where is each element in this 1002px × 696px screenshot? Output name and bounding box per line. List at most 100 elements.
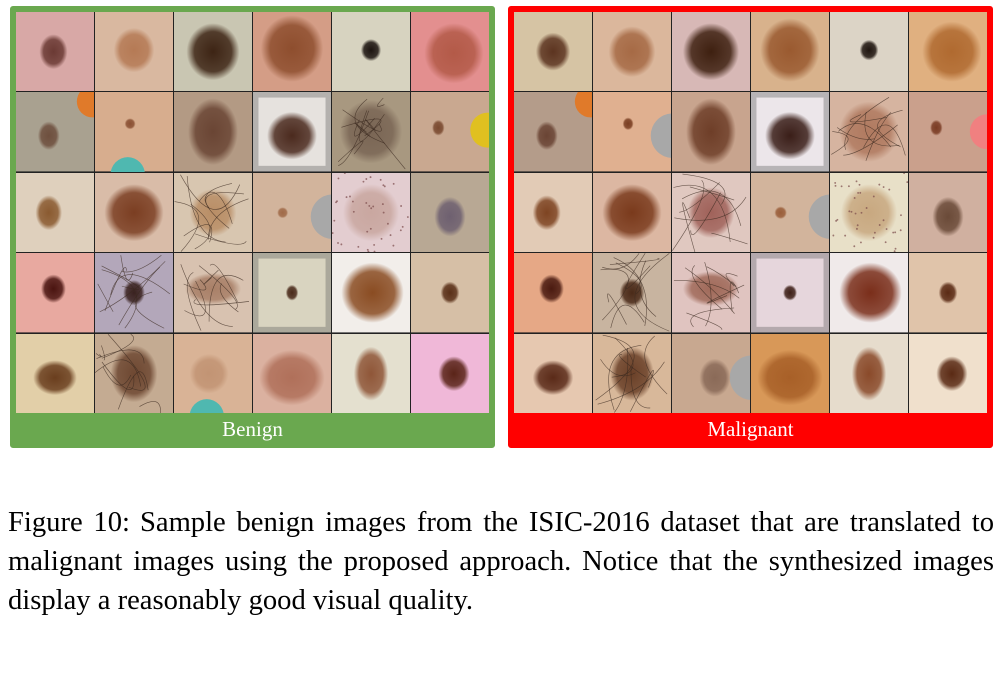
lesion-image-tile — [332, 172, 410, 253]
lesion — [35, 195, 63, 230]
lesion — [424, 23, 484, 84]
lesion-image-tile — [253, 12, 331, 92]
lesion-image-tile — [593, 333, 671, 413]
lesion-image-tile — [253, 92, 331, 172]
lesion-image-tile — [514, 92, 592, 172]
lesion — [839, 101, 899, 163]
lesion-image-tile — [514, 172, 592, 253]
lesion — [538, 274, 564, 304]
lesion — [189, 353, 229, 394]
lesion — [535, 32, 571, 71]
lesion-image-tile — [514, 333, 592, 413]
lesion-image-tile — [751, 12, 829, 92]
lesion-image-tile — [411, 253, 489, 333]
lesion — [259, 349, 325, 406]
lesion — [859, 39, 879, 61]
lesion — [930, 120, 943, 137]
lesion-image-tile — [514, 253, 592, 333]
lesion — [360, 38, 382, 62]
lesion-image-tile — [174, 92, 252, 172]
lesion-image-tile — [16, 12, 94, 92]
lesion-image-tile — [593, 253, 671, 333]
lesion-image-tile — [909, 253, 987, 333]
lesion-image-tile — [332, 253, 410, 333]
lesion-image-tile — [593, 172, 671, 253]
lesion-image-tile — [751, 92, 829, 172]
figure-number: Figure 10: — [8, 507, 130, 538]
lesion — [608, 26, 656, 78]
lesion — [687, 187, 735, 238]
lesion-image-tile — [95, 92, 173, 172]
lesion-image-tile — [95, 253, 173, 333]
lesion-image-tile — [16, 333, 94, 413]
lesion — [602, 183, 662, 242]
lesion — [267, 112, 317, 160]
lesion — [936, 355, 968, 391]
benign-panel: Benign — [10, 6, 495, 448]
lesion — [922, 21, 982, 82]
lesion — [123, 280, 145, 306]
lesion-image-tile — [16, 253, 94, 333]
lesion — [260, 15, 324, 82]
lesion-image-tile — [174, 172, 252, 253]
malignant-image-grid — [514, 12, 987, 413]
lesion-image-tile — [174, 253, 252, 333]
lesion-image-tile — [253, 333, 331, 413]
benign-image-grid — [16, 12, 489, 413]
lesion — [782, 284, 798, 301]
lesion-image-tile — [332, 12, 410, 92]
lesion-image-tile — [672, 172, 750, 253]
lesion — [438, 355, 470, 391]
lesion — [432, 120, 445, 137]
lesion — [39, 34, 68, 70]
lesion — [682, 23, 740, 81]
lesion-image-tile — [593, 12, 671, 92]
lesion-image-tile — [672, 12, 750, 92]
lesion — [440, 281, 460, 305]
lesion — [277, 206, 289, 219]
benign-label: Benign — [222, 416, 283, 441]
lesion-image-tile — [909, 12, 987, 92]
lesion — [851, 346, 887, 401]
lesion-image-tile — [253, 253, 331, 333]
lesion — [353, 346, 389, 401]
lesion-image-tile — [830, 12, 908, 92]
lesion — [342, 183, 400, 242]
lesion — [188, 98, 238, 166]
lesion-image-tile — [751, 172, 829, 253]
lesion-image-tile — [174, 12, 252, 92]
lesion-image-tile — [411, 333, 489, 413]
lesion-image-tile — [593, 92, 671, 172]
lesion — [104, 183, 164, 242]
lesion — [774, 206, 787, 219]
lesion-image-tile — [672, 333, 750, 413]
lesion-image-tile — [332, 333, 410, 413]
lesion-image-tile — [751, 253, 829, 333]
lesion-image-tile — [514, 12, 592, 92]
lesion — [622, 117, 634, 131]
lesion-image-tile — [672, 253, 750, 333]
lesion — [699, 358, 731, 397]
lesion — [113, 27, 155, 73]
lesion — [341, 262, 404, 324]
lesion-image-tile — [332, 92, 410, 172]
lesion-image-tile — [909, 333, 987, 413]
lesion — [40, 274, 66, 304]
lesion-image-tile — [909, 92, 987, 172]
caption-text: Sample benign images from the ISIC-2016 … — [8, 507, 995, 616]
lesion-image-tile — [411, 12, 489, 92]
lesion — [110, 344, 158, 402]
lesion — [33, 359, 77, 395]
lesion-image-tile — [16, 92, 94, 172]
lesion — [186, 23, 240, 81]
lesion — [535, 121, 558, 151]
lesion-image-tile — [672, 92, 750, 172]
lesion — [532, 195, 561, 230]
figure-caption: Figure 10: Sample benign images from the … — [8, 503, 994, 620]
lesion-image-tile — [830, 172, 908, 253]
lesion — [765, 112, 815, 160]
lesion — [37, 121, 60, 151]
lesion — [124, 118, 136, 130]
lesion-image-tile — [95, 12, 173, 92]
lesion-image-tile — [411, 92, 489, 172]
